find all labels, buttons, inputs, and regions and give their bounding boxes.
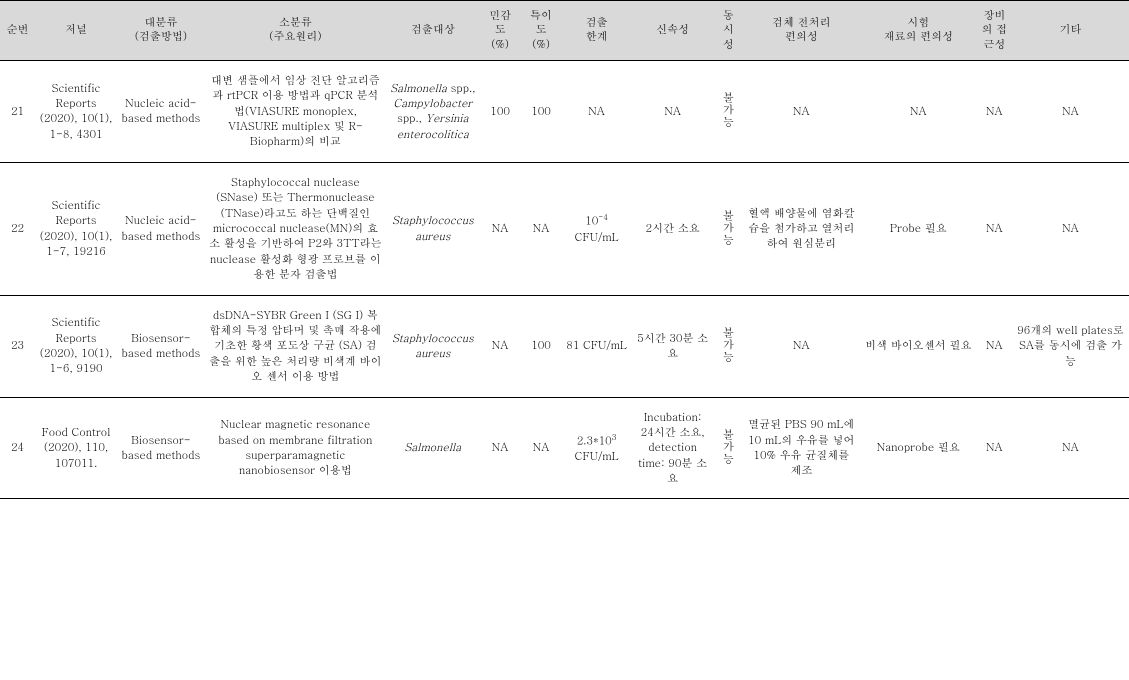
cell-specificity: 100 xyxy=(521,295,562,397)
header-target: 검출대상 xyxy=(386,1,480,61)
table-header: 순번 저널 대분류(검출방법) 소분류(주요원리) 검출대상 민감도(%) 특이… xyxy=(0,1,1129,61)
table-row: 23Scientific Reports (2020), 10(1), 1-6,… xyxy=(0,295,1129,397)
header-equipment: 장비의 접근성 xyxy=(977,1,1012,61)
header-etc: 기타 xyxy=(1012,1,1129,61)
cell-material: NA xyxy=(860,60,977,162)
cell-material: Probe 필요 xyxy=(860,162,977,295)
cell-target: Staphylococcus aureus xyxy=(386,295,480,397)
cell-target: Salmonella xyxy=(386,397,480,499)
cell-etc: NA xyxy=(1012,60,1129,162)
cell-equipment: NA xyxy=(977,397,1012,499)
cell-limit: 10-4 CFU/mL xyxy=(562,162,632,295)
header-major: 대분류(검출방법) xyxy=(117,1,205,61)
cell-pretreatment: 멸균된 PBS 90 mL에 10 mL의 우유를 넣어 10% 우유 균질체를… xyxy=(743,397,860,499)
header-limit: 검출한계 xyxy=(562,1,632,61)
cell-material: 비색 바이오센서 필요 xyxy=(860,295,977,397)
cell-num: 21 xyxy=(0,60,35,162)
cell-major: Nucleic acid-based methods xyxy=(117,60,205,162)
cell-major: Nucleic acid-based methods xyxy=(117,162,205,295)
header-rapidity: 신속성 xyxy=(632,1,714,61)
header-sensitivity: 민감도(%) xyxy=(480,1,521,61)
cell-num: 22 xyxy=(0,162,35,295)
cell-sensitivity: NA xyxy=(480,397,521,499)
cell-simultaneity: 불가능 xyxy=(714,60,743,162)
cell-pretreatment: NA xyxy=(743,295,860,397)
cell-sensitivity: 100 xyxy=(480,60,521,162)
cell-simultaneity: 불가능 xyxy=(714,397,743,499)
cell-rapidity: NA xyxy=(632,60,714,162)
table-row: 21Scientific Reports (2020), 10(1), 1-8,… xyxy=(0,60,1129,162)
cell-minor: Nuclear magnetic resonance based on memb… xyxy=(205,397,386,499)
cell-etc: NA xyxy=(1012,162,1129,295)
cell-pretreatment: 혈액 배양물에 염화칼슘을 첨가하고 열처리하여 원심분리 xyxy=(743,162,860,295)
table-row: 22Scientific Reports (2020), 10(1), 1-7,… xyxy=(0,162,1129,295)
cell-equipment: NA xyxy=(977,60,1012,162)
cell-equipment: NA xyxy=(977,295,1012,397)
header-journal: 저널 xyxy=(35,1,117,61)
cell-etc: NA xyxy=(1012,397,1129,499)
cell-limit: NA xyxy=(562,60,632,162)
cell-limit: 2.3*103 CFU/mL xyxy=(562,397,632,499)
cell-rapidity: 5시간 30분 소요 xyxy=(632,295,714,397)
cell-target: Staphylococcus aureus xyxy=(386,162,480,295)
cell-rapidity: Incubation: 24시간 소요, detection time: 90분… xyxy=(632,397,714,499)
header-pretreatment: 검체 전처리편의성 xyxy=(743,1,860,61)
cell-material: Nanoprobe 필요 xyxy=(860,397,977,499)
cell-specificity: NA xyxy=(521,397,562,499)
cell-journal: Scientific Reports (2020), 10(1), 1-6, 9… xyxy=(35,295,117,397)
cell-major: Biosensor-based methods xyxy=(117,397,205,499)
header-minor: 소분류(주요원리) xyxy=(205,1,386,61)
cell-minor: Staphylococcal nuclease (SNase) 또는 Therm… xyxy=(205,162,386,295)
header-specificity: 특이도(%) xyxy=(521,1,562,61)
cell-num: 24 xyxy=(0,397,35,499)
cell-sensitivity: NA xyxy=(480,295,521,397)
cell-major: Biosensor-based methods xyxy=(117,295,205,397)
cell-limit: 81 CFU/mL xyxy=(562,295,632,397)
cell-specificity: 100 xyxy=(521,60,562,162)
cell-num: 23 xyxy=(0,295,35,397)
cell-minor: dsDNA-SYBR Green I (SG I) 복합체의 특정 압타머 및 … xyxy=(205,295,386,397)
cell-equipment: NA xyxy=(977,162,1012,295)
cell-specificity: NA xyxy=(521,162,562,295)
cell-simultaneity: 불가능 xyxy=(714,162,743,295)
cell-pretreatment: NA xyxy=(743,60,860,162)
cell-journal: Scientific Reports (2020), 10(1), 1-8, 4… xyxy=(35,60,117,162)
header-material: 시험재료의 편의성 xyxy=(860,1,977,61)
cell-journal: Scientific Reports (2020), 10(1), 1-7, 1… xyxy=(35,162,117,295)
cell-journal: Food Control (2020), 110, 107011. xyxy=(35,397,117,499)
cell-etc: 96개의 well plates로 SA를 동시에 검출 가능 xyxy=(1012,295,1129,397)
table-body: 21Scientific Reports (2020), 10(1), 1-8,… xyxy=(0,60,1129,499)
header-simultaneity: 동시성 xyxy=(714,1,743,61)
cell-rapidity: 2시간 소요 xyxy=(632,162,714,295)
cell-sensitivity: NA xyxy=(480,162,521,295)
header-num: 순번 xyxy=(0,1,35,61)
research-methods-table: 순번 저널 대분류(검출방법) 소분류(주요원리) 검출대상 민감도(%) 특이… xyxy=(0,0,1129,499)
cell-target: Salmonella spp., Campylobacter spp., Yer… xyxy=(386,60,480,162)
cell-minor: 대변 샘플에서 임상 진단 알고리즘과 rtPCR 이용 방법과 qPCR 분석… xyxy=(205,60,386,162)
table-row: 24Food Control (2020), 110, 107011.Biose… xyxy=(0,397,1129,499)
cell-simultaneity: 불가능 xyxy=(714,295,743,397)
